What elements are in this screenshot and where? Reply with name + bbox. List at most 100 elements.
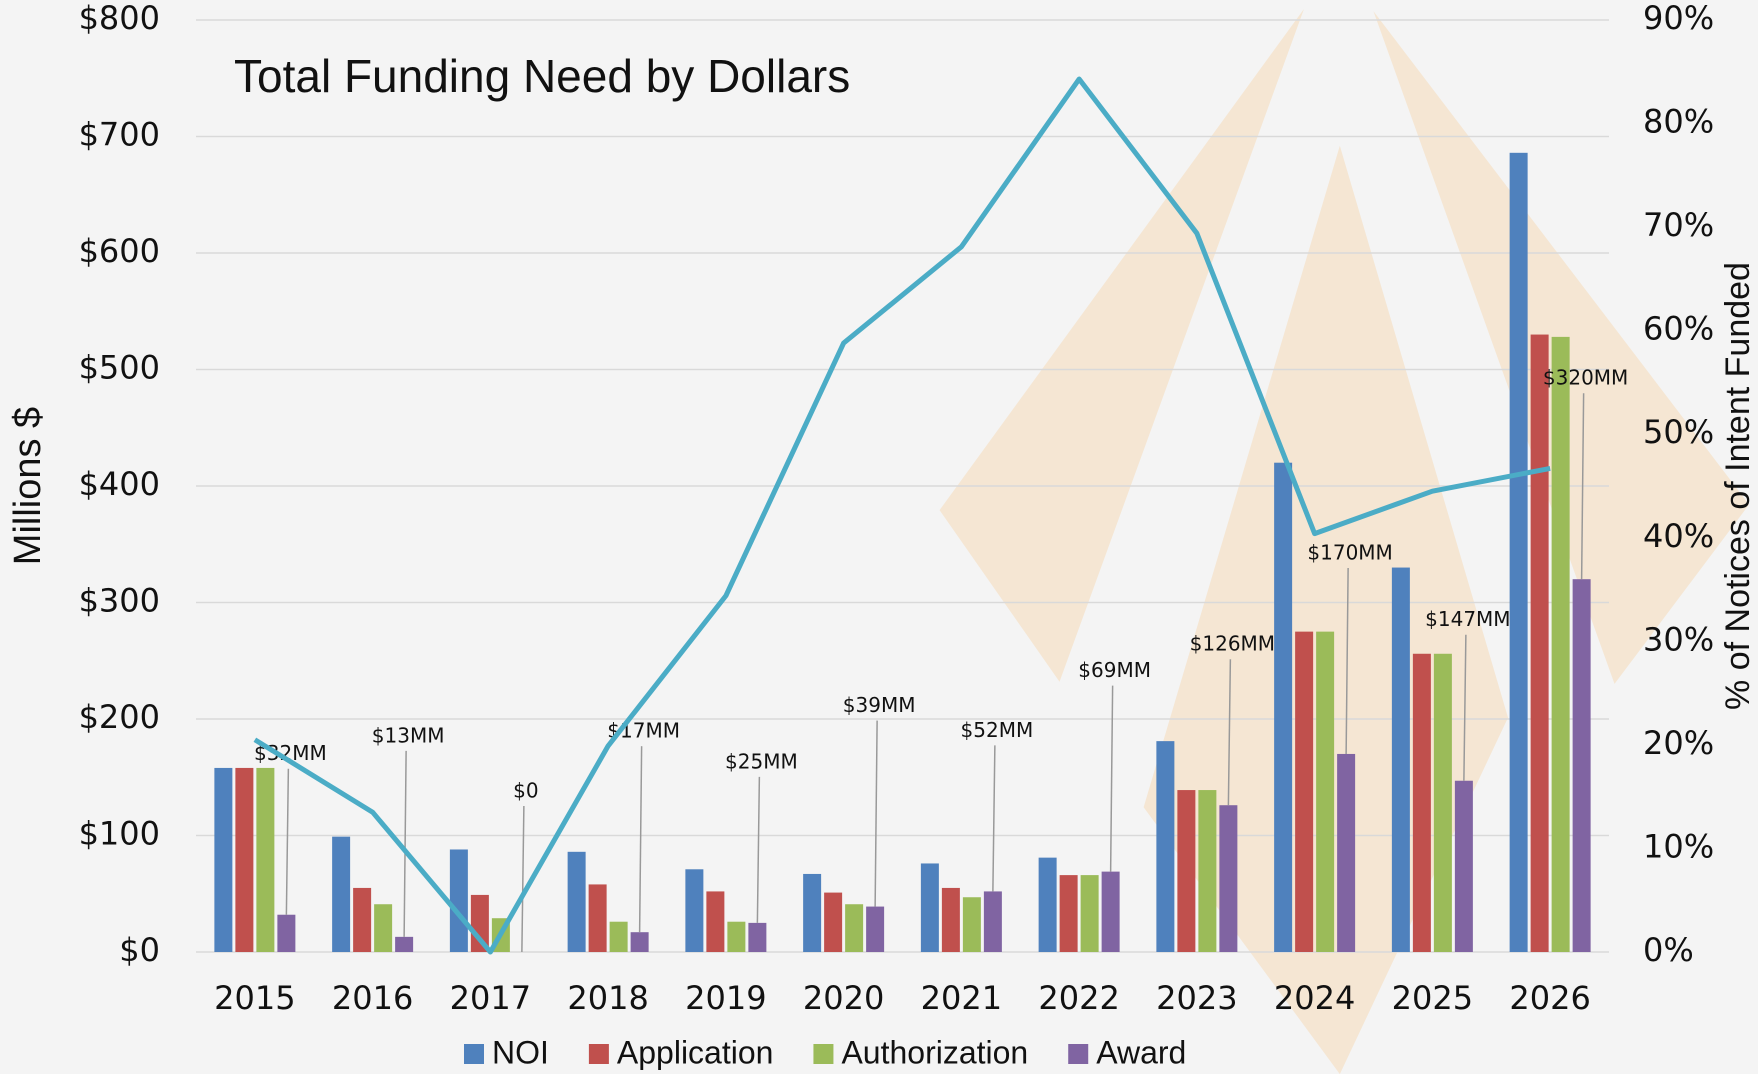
y2-tick-label: 30% [1643, 620, 1714, 658]
y2-tick-label: 90% [1643, 0, 1714, 37]
bar [1198, 790, 1217, 952]
legend-swatch [464, 1044, 484, 1064]
x-tick-label: 2021 [921, 979, 1002, 1017]
bar [1391, 567, 1410, 952]
x-tick-label: 2016 [332, 979, 413, 1017]
x-tick-label: 2015 [214, 979, 295, 1017]
bar [235, 767, 254, 952]
bar [962, 897, 981, 952]
bar [567, 851, 586, 952]
bar [845, 904, 864, 952]
bar [803, 873, 822, 952]
bar [1509, 152, 1528, 952]
bar [685, 869, 704, 952]
y-tick-label: $100 [79, 815, 160, 853]
y2-axis-label: % of Notices of Intent Funded [1719, 262, 1757, 710]
leader-line [1227, 659, 1232, 806]
leader-line [756, 776, 761, 923]
data-label: $170MM [1307, 540, 1392, 564]
data-label: $0 [513, 779, 538, 803]
bar [1080, 875, 1099, 952]
bar [1219, 805, 1238, 952]
y2-tick-label: 10% [1643, 827, 1714, 865]
bar [449, 849, 468, 952]
bar [1274, 462, 1293, 952]
x-tick-label: 2018 [567, 979, 648, 1017]
bar [588, 884, 607, 952]
x-tick-label: 2022 [1038, 979, 1119, 1017]
y-tick-label: $300 [79, 582, 160, 620]
legend-label: Application [617, 1034, 774, 1070]
y-tick-label: $600 [79, 232, 160, 270]
bar [1337, 753, 1356, 952]
bar [1412, 653, 1431, 952]
bar [748, 922, 767, 952]
data-label: $13MM [372, 723, 445, 747]
leader-line [403, 750, 407, 937]
bar [983, 891, 1002, 952]
x-tick-label: 2019 [685, 979, 766, 1017]
bar [1551, 336, 1570, 952]
y2-tick-label: 60% [1643, 310, 1714, 348]
x-tick-label: 2024 [1274, 979, 1355, 1017]
bar [374, 904, 393, 952]
x-tick-label: 2025 [1392, 979, 1473, 1017]
leader-line [285, 768, 290, 915]
leader-line [1345, 567, 1349, 754]
data-label: $69MM [1078, 658, 1151, 682]
bar [824, 892, 843, 952]
data-label: $147MM [1425, 607, 1510, 631]
bar [630, 932, 649, 952]
data-label: $52MM [961, 718, 1034, 742]
y2-tick-label: 40% [1643, 517, 1714, 555]
leader-line [874, 720, 878, 907]
leader-line [1463, 634, 1467, 781]
data-label: $39MM [843, 693, 916, 717]
data-label: $25MM [725, 749, 798, 773]
leader-line [521, 805, 525, 953]
bar [332, 836, 351, 952]
legend-swatch [813, 1044, 834, 1064]
y-tick-label: $800 [79, 0, 160, 37]
bar [706, 891, 725, 952]
leader-line [638, 746, 643, 933]
y-tick-label: $200 [79, 698, 160, 736]
bar [1572, 579, 1591, 952]
bar [1177, 790, 1196, 952]
bar [395, 936, 414, 952]
bar [1059, 875, 1078, 952]
data-label: $320MM [1543, 366, 1628, 390]
legend-swatch [1068, 1044, 1089, 1064]
y-tick-label: $700 [79, 116, 160, 154]
bar [214, 767, 233, 952]
legend-label: Authorization [841, 1034, 1028, 1070]
y2-tick-label: 70% [1643, 206, 1714, 244]
bar [353, 887, 372, 952]
bar [1433, 653, 1452, 952]
x-tick-label: 2023 [1156, 979, 1237, 1017]
legend-label: NOI [492, 1034, 549, 1070]
y2-tick-label: 0% [1643, 931, 1694, 969]
y2-tick-label: 20% [1643, 724, 1714, 762]
chart-title: Total Funding Need by Dollars [234, 50, 850, 102]
bar [1156, 741, 1175, 952]
bar [727, 921, 746, 952]
line [253, 76, 1551, 955]
bar [1038, 857, 1057, 952]
bar [1295, 631, 1314, 952]
bar [1101, 871, 1120, 952]
leader-line [992, 745, 996, 892]
x-tick-label: 2017 [450, 979, 531, 1017]
bar [609, 921, 628, 952]
y2-tick-label: 50% [1643, 413, 1714, 451]
x-tick-label: 2026 [1509, 979, 1590, 1017]
bar [941, 887, 960, 952]
bar [920, 863, 939, 952]
y-tick-label: $0 [119, 931, 160, 969]
y-tick-label: $400 [79, 465, 160, 503]
x-tick-label: 2020 [803, 979, 884, 1017]
y-tick-label: $500 [79, 349, 160, 387]
bar [1316, 631, 1335, 952]
bar [1530, 334, 1549, 952]
